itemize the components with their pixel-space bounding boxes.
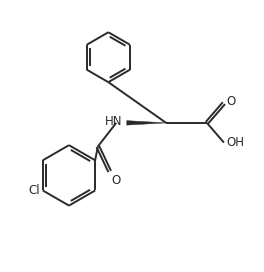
- Text: HN: HN: [105, 115, 123, 128]
- Polygon shape: [127, 121, 166, 125]
- Text: O: O: [226, 95, 235, 108]
- Text: OH: OH: [226, 136, 244, 149]
- Text: Cl: Cl: [28, 184, 40, 197]
- Text: O: O: [112, 174, 121, 187]
